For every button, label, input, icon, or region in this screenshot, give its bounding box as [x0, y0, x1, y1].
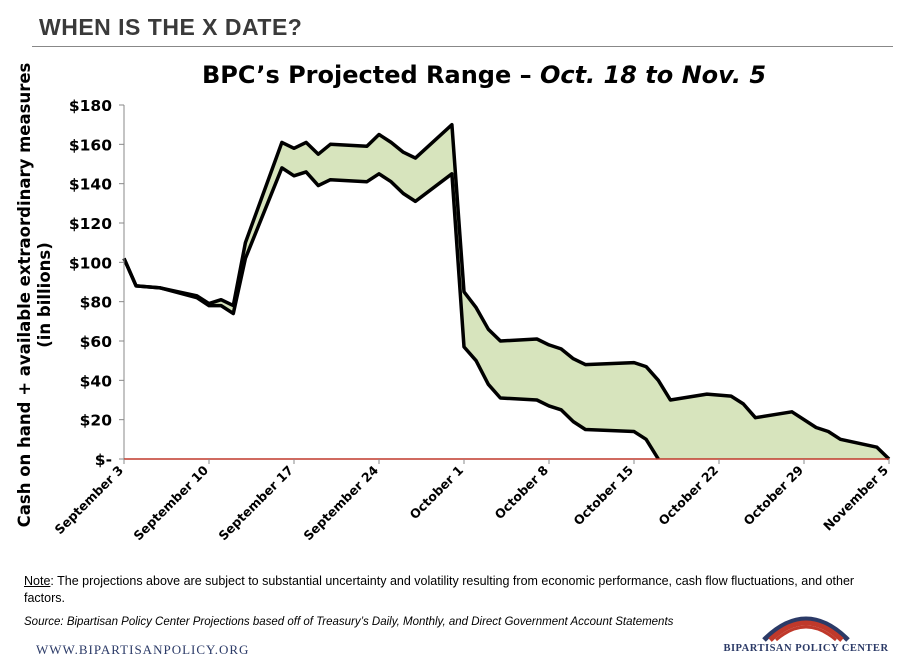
y-tick-label: $40	[80, 372, 113, 390]
header-divider	[32, 46, 893, 47]
x-tick-label: October 1	[407, 463, 467, 523]
note-text: : The projections above are subject to s…	[24, 574, 855, 605]
upper-bound-line	[122, 122, 891, 461]
website-link[interactable]: WWW.BIPARTISANPOLICY.ORG	[36, 642, 250, 657]
y-axis-label-line2: (in billions)	[35, 242, 54, 348]
series-lines	[122, 122, 891, 461]
lower-bound-line	[122, 166, 660, 460]
x-tick-label: September 17	[215, 463, 296, 544]
y-tick-label: $60	[80, 333, 113, 351]
y-tick-label: $180	[69, 97, 112, 115]
x-date-chart: BPC’s Projected Range – Oct. 18 to Nov. …	[15, 61, 891, 543]
y-tick-label: $140	[69, 176, 112, 194]
note: Note: The projections above are subject …	[24, 573, 884, 607]
y-tick-label: $80	[80, 294, 113, 312]
source-text: Source: Bipartisan Policy Center Project…	[24, 616, 674, 628]
x-tick-label: October 15	[570, 463, 636, 529]
x-tick-label: October 8	[492, 463, 552, 523]
bpc-logo-arcs-icon	[762, 616, 850, 642]
bpc-logo: BIPARTISAN POLICY CENTER	[706, 600, 906, 660]
y-tick-label: $20	[80, 412, 113, 430]
x-tick-label: September 24	[300, 462, 381, 543]
y-tick-label: $-	[95, 451, 112, 469]
y-ticks: $- $20 $40 $60 $80 $100 $120 $140 $160 $180	[69, 97, 124, 469]
x-tick-label: November 5	[820, 463, 891, 534]
y-axis-label: Cash on hand + available extraordinary m…	[15, 62, 54, 527]
x-tick-label: October 22	[655, 463, 721, 529]
note-label: Note	[24, 574, 51, 588]
header-title: WHEN IS THE X DATE?	[39, 14, 303, 40]
axes	[123, 105, 889, 460]
chart-title-italic: Oct. 18 to Nov. 5	[540, 61, 766, 89]
x-tick-label: September 10	[130, 462, 211, 543]
x-tick-label: October 29	[740, 463, 806, 529]
y-tick-label: $100	[69, 254, 112, 272]
y-tick-label: $160	[69, 136, 112, 154]
y-tick-label: $120	[69, 215, 112, 233]
y-axis-label-line1: Cash on hand + available extraordinary m…	[15, 62, 34, 527]
x-tick-label: September 3	[51, 463, 126, 538]
x-ticks: September 3 September 10 September 17 Septe…	[51, 459, 891, 543]
bpc-logo-text: BIPARTISAN POLICY CENTER	[723, 643, 889, 654]
chart-title-main: BPC’s Projected Range –	[202, 61, 540, 89]
chart-title: BPC’s Projected Range – Oct. 18 to Nov. …	[202, 61, 766, 89]
